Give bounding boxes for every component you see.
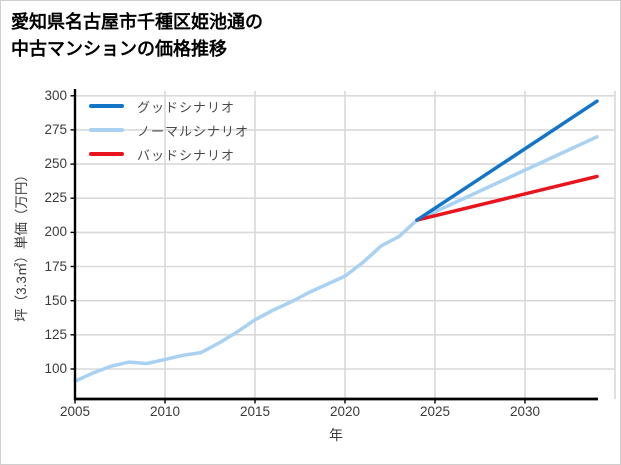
- x-tick-label-2030: 2030: [509, 404, 541, 419]
- y-axis-label: 坪（3.3㎡）単価（万円）: [14, 168, 29, 322]
- y-tick-label-100: 100: [44, 360, 67, 376]
- legend: グッドシナリオ ノーマルシナリオ バッドシナリオ: [89, 94, 249, 166]
- legend-label-good: グッドシナリオ: [137, 99, 236, 115]
- series-line-0: [415, 99, 599, 222]
- y-tick-label-175: 175: [44, 258, 67, 274]
- y-tick-label-225: 225: [44, 190, 67, 206]
- x-tick-label-2025: 2025: [419, 404, 451, 419]
- y-tick-label-200: 200: [44, 224, 67, 240]
- series-line-2: [415, 174, 599, 222]
- x-tick-label-2020: 2020: [329, 404, 361, 419]
- legend-label-normal: ノーマルシナリオ: [137, 123, 250, 139]
- x-tick-label-2010: 2010: [149, 404, 181, 419]
- chart-title-line-1: 愛知県名古屋市千種区姫池通の: [11, 12, 263, 32]
- y-tick-label-250: 250: [44, 156, 67, 172]
- y-tick-label-300: 300: [44, 87, 67, 103]
- y-tick-label-275: 275: [44, 121, 67, 137]
- legend-item-good-scenario: グッドシナリオ: [89, 94, 249, 118]
- series-line-1: [73, 135, 599, 383]
- y-tick-label-125: 125: [44, 326, 67, 342]
- legend-line-good-icon: [89, 104, 124, 108]
- x-tick-label-2005: 2005: [59, 404, 91, 419]
- legend-line-normal-icon: [89, 128, 124, 132]
- x-axis-label: 年: [329, 427, 343, 443]
- x-tick-label-2015: 2015: [239, 404, 271, 419]
- legend-item-bad-scenario: バッドシナリオ: [89, 142, 249, 166]
- legend-label-bad: バッドシナリオ: [137, 147, 236, 163]
- y-tick-label-150: 150: [44, 292, 67, 308]
- legend-item-normal-scenario: ノーマルシナリオ: [89, 118, 249, 142]
- legend-line-bad-icon: [89, 152, 124, 156]
- chart-title: 愛知県名古屋市千種区姫池通の 中古マンションの価格推移: [11, 9, 263, 63]
- chart-title-line-2: 中古マンションの価格推移: [11, 39, 227, 59]
